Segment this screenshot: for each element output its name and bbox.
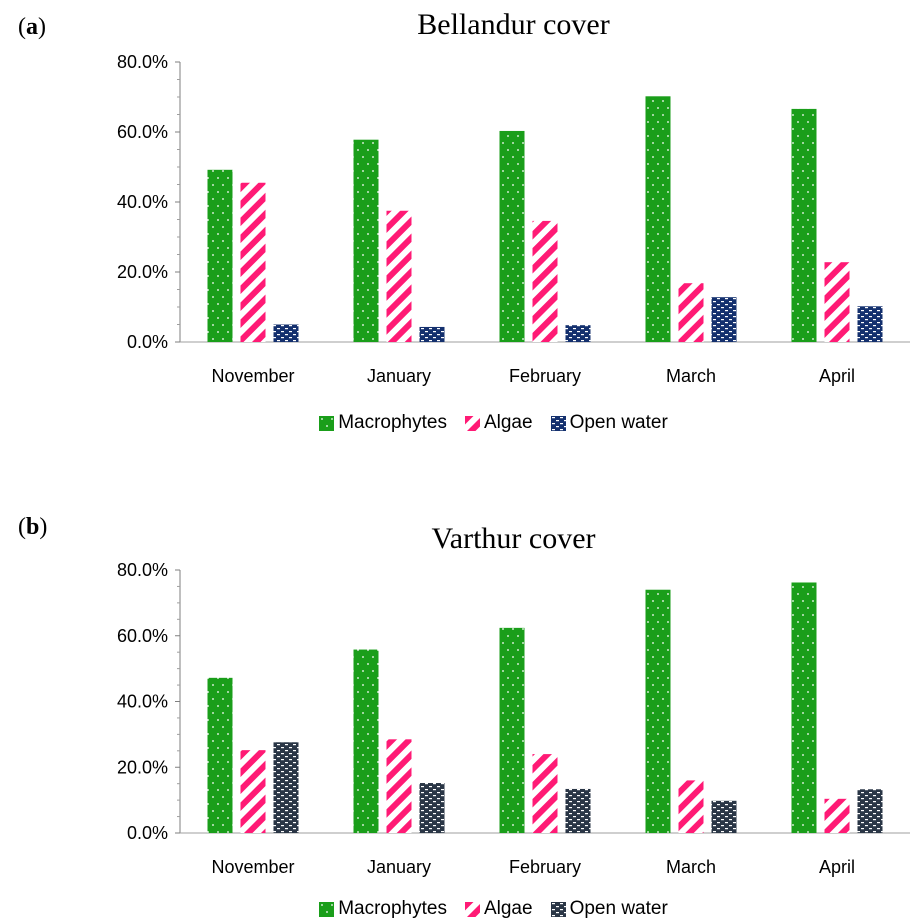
bar-macrophytes: [792, 582, 817, 833]
bar-macrophytes: [354, 650, 379, 833]
bar-chart-varthur: 0.0% 20.0% 40.0% 60.0% 80.0% November January F…: [0, 500, 917, 900]
bar-open-water: [712, 801, 737, 833]
bar-algae: [679, 283, 704, 342]
legend-label: Open water: [570, 412, 668, 434]
legend-item: Macrophytes: [319, 412, 447, 434]
legend-swatch: [551, 416, 566, 431]
bar-macrophytes: [500, 628, 525, 833]
y-tick-label: 20.0%: [117, 262, 168, 282]
bar-macrophytes: [646, 590, 671, 833]
y-tick-label: 0.0%: [127, 823, 168, 843]
bar-open-water: [858, 789, 883, 833]
legend-item: Algae: [465, 412, 533, 434]
y-tick-label: 40.0%: [117, 692, 168, 712]
bar-algae: [241, 183, 266, 342]
bar-algae: [825, 262, 850, 342]
legend-swatch: [465, 902, 480, 917]
bar-open-water: [274, 742, 299, 833]
legend-swatch: [551, 902, 566, 917]
panel-b: (b) Varthur cover 0.0% 20.0% 40.0% 60.0% 80.…: [0, 500, 917, 924]
legend-label: Open water: [570, 898, 668, 920]
x-tick-label: March: [666, 857, 716, 877]
x-tick-label: November: [211, 366, 294, 386]
x-tick-label: April: [819, 857, 855, 877]
y-tick-label: 40.0%: [117, 192, 168, 212]
x-tick-label: March: [666, 366, 716, 386]
x-tick-label: February: [509, 366, 581, 386]
x-tick-label: February: [509, 857, 581, 877]
bar-algae: [533, 754, 558, 833]
legend-swatch: [319, 416, 334, 431]
bar-algae: [387, 739, 412, 833]
bar-macrophytes: [208, 678, 233, 833]
y-tick-label: 60.0%: [117, 122, 168, 142]
bar-algae: [825, 799, 850, 833]
legend-item: Algae: [465, 898, 533, 920]
bar-open-water: [566, 325, 591, 342]
bar-algae: [241, 750, 266, 833]
legend-label: Algae: [484, 898, 533, 920]
bar-macrophytes: [208, 170, 233, 342]
bar-algae: [387, 211, 412, 342]
bar-open-water: [858, 306, 883, 342]
panel-a: (a) Bellandur cover 0.0% 20.0% 40.0% 60.0% 8…: [0, 0, 917, 450]
y-tick-label: 80.0%: [117, 560, 168, 580]
legend-label: Macrophytes: [338, 898, 447, 920]
bar-open-water: [420, 783, 445, 833]
legend-item: Open water: [551, 898, 668, 920]
legend-label: Algae: [484, 412, 533, 434]
x-tick-label: January: [367, 857, 431, 877]
bar-open-water: [274, 325, 299, 343]
legend-item: Macrophytes: [319, 898, 447, 920]
bar-macrophytes: [792, 109, 817, 342]
bar-macrophytes: [354, 140, 379, 342]
x-tick-label: April: [819, 366, 855, 386]
bar-macrophytes: [500, 131, 525, 342]
bar-open-water: [420, 327, 445, 342]
legend-label: Macrophytes: [338, 412, 447, 434]
legend-item: Open water: [551, 412, 668, 434]
y-tick-label: 80.0%: [117, 52, 168, 72]
legend: Macrophytes Algae Open water: [0, 412, 917, 434]
bar-open-water: [712, 297, 737, 342]
x-tick-label: November: [211, 857, 294, 877]
bar-algae: [533, 221, 558, 342]
legend-swatch: [465, 416, 480, 431]
y-tick-label: 0.0%: [127, 332, 168, 352]
y-tick-label: 60.0%: [117, 626, 168, 646]
bar-open-water: [566, 789, 591, 833]
x-tick-label: January: [367, 366, 431, 386]
y-tick-label: 20.0%: [117, 757, 168, 777]
bar-algae: [679, 780, 704, 833]
bar-macrophytes: [646, 96, 671, 342]
legend: Macrophytes Algae Open water: [0, 898, 917, 920]
legend-swatch: [319, 902, 334, 917]
bar-chart-bellandur: 0.0% 20.0% 40.0% 60.0% 80.0% November January F…: [0, 0, 917, 410]
